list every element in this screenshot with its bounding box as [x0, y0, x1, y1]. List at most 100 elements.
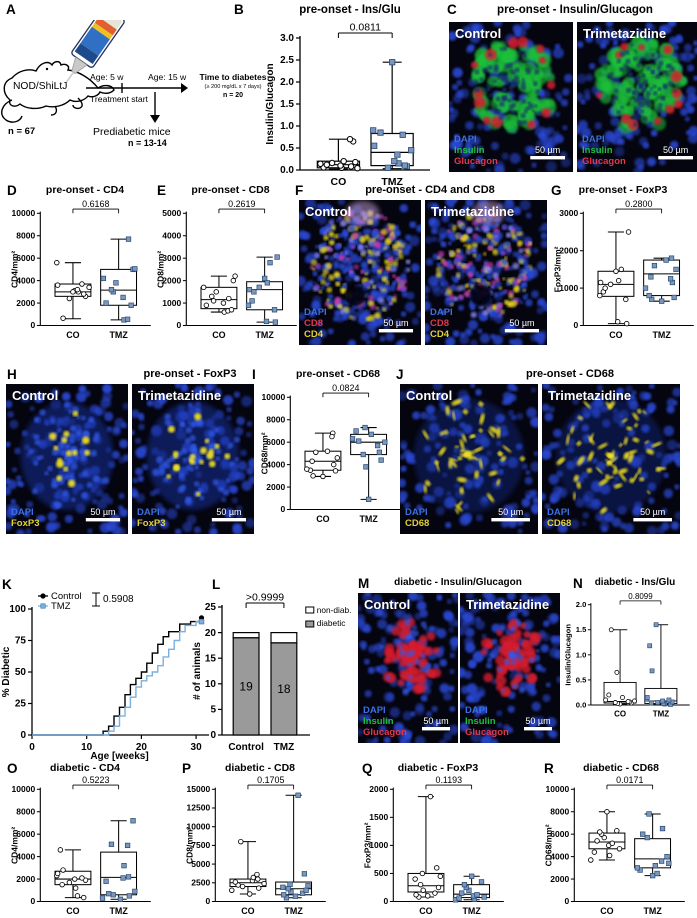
- svg-text:0.5: 0.5: [280, 143, 294, 154]
- svg-text:0: 0: [564, 896, 569, 906]
- svg-text:8000: 8000: [266, 414, 285, 424]
- svg-text:CD4/mm²: CD4/mm²: [9, 827, 19, 864]
- svg-text:Age: 5 w: Age: 5 w: [90, 72, 124, 82]
- svg-text:10000: 10000: [546, 784, 570, 794]
- svg-text:Age: 15 w: Age: 15 w: [148, 72, 187, 82]
- svg-text:TMZ: TMZ: [652, 330, 671, 340]
- svg-text:0: 0: [29, 742, 35, 753]
- svg-text:Insulin: Insulin: [465, 716, 496, 727]
- svg-text:50 µm: 50 µm: [423, 716, 448, 726]
- svg-text:DAPI: DAPI: [582, 134, 605, 145]
- svg-text:Control: Control: [406, 388, 452, 403]
- svg-text:10000: 10000: [12, 784, 36, 794]
- svg-text:5: 5: [210, 705, 216, 716]
- svg-text:0: 0: [30, 896, 35, 906]
- svg-text:0.0171: 0.0171: [616, 775, 643, 785]
- svg-text:0.8099: 0.8099: [628, 592, 653, 601]
- svg-text:8000: 8000: [550, 806, 569, 816]
- svg-text:0.0: 0.0: [576, 700, 587, 709]
- svg-text:18: 18: [277, 682, 291, 696]
- svg-text:DAPI: DAPI: [430, 307, 453, 318]
- svg-text:2000: 2000: [16, 874, 35, 884]
- svg-text:TMZ: TMZ: [274, 742, 295, 753]
- svg-text:DAPI: DAPI: [363, 705, 386, 716]
- svg-text:DAPI: DAPI: [11, 507, 34, 518]
- svg-text:TMZ: TMZ: [109, 906, 128, 916]
- svg-text:n = 13-14: n = 13-14: [128, 138, 167, 148]
- svg-text:TMZ: TMZ: [109, 330, 128, 340]
- svg-text:DAPI: DAPI: [547, 507, 570, 518]
- svg-text:0.1705: 0.1705: [257, 775, 284, 785]
- svg-text:Glucagon: Glucagon: [454, 156, 498, 167]
- svg-text:Insulin/Glucagon: Insulin/Glucagon: [265, 63, 276, 144]
- svg-text:CD68: CD68: [547, 518, 571, 529]
- svg-text:50 µm: 50 µm: [525, 716, 550, 726]
- svg-text:8000: 8000: [16, 230, 35, 240]
- svg-text:CO: CO: [66, 906, 79, 916]
- svg-text:10000: 10000: [262, 392, 286, 402]
- svg-text:CO: CO: [614, 709, 626, 718]
- svg-text:CD8: CD8: [430, 318, 449, 329]
- svg-text:100: 100: [9, 604, 26, 615]
- svg-text:0: 0: [30, 320, 35, 330]
- svg-text:50 µm: 50 µm: [640, 507, 665, 517]
- svg-text:TMZ: TMZ: [255, 330, 274, 340]
- svg-text:diabetic: diabetic: [317, 618, 346, 628]
- svg-text:10: 10: [205, 679, 217, 690]
- svg-text:Control: Control: [12, 388, 58, 403]
- svg-text:Trimetazidine: Trimetazidine: [466, 597, 549, 612]
- svg-text:0.5908: 0.5908: [103, 594, 134, 605]
- svg-text:Trimetazidine: Trimetazidine: [431, 204, 514, 219]
- svg-text:500: 500: [374, 868, 388, 878]
- svg-text:Insulin: Insulin: [582, 145, 613, 156]
- svg-text:CD4: CD4: [304, 329, 324, 340]
- svg-text:1000: 1000: [162, 298, 181, 308]
- svg-text:DAPI: DAPI: [137, 507, 160, 518]
- svg-text:0.2619: 0.2619: [228, 199, 255, 209]
- svg-text:FoxP3: FoxP3: [137, 518, 166, 529]
- svg-text:Treatment start: Treatment start: [90, 94, 149, 104]
- svg-text:50 µm: 50 µm: [383, 318, 408, 328]
- svg-text:4000: 4000: [162, 230, 181, 240]
- svg-text:50 µm: 50 µm: [663, 145, 688, 155]
- svg-text:0.6168: 0.6168: [82, 199, 109, 209]
- svg-text:20: 20: [205, 628, 217, 639]
- svg-text:# of animals: # of animals: [192, 642, 203, 700]
- svg-text:Age [weeks]: Age [weeks]: [90, 751, 148, 761]
- svg-text:0.5: 0.5: [576, 675, 587, 684]
- svg-text:CD8: CD8: [304, 318, 323, 329]
- svg-text:DAPI: DAPI: [454, 134, 477, 145]
- svg-text:8000: 8000: [16, 806, 35, 816]
- svg-text:0.0811: 0.0811: [350, 22, 381, 34]
- svg-text:12500: 12500: [187, 803, 211, 813]
- svg-text:0: 0: [573, 320, 578, 330]
- svg-text:FoxP3/mm²: FoxP3/mm²: [362, 822, 372, 868]
- svg-text:3000: 3000: [559, 208, 578, 218]
- svg-text:0.0: 0.0: [280, 165, 294, 176]
- svg-text:1.0: 1.0: [280, 121, 294, 132]
- svg-text:TMZ: TMZ: [51, 601, 71, 612]
- svg-text:CO: CO: [600, 906, 613, 916]
- svg-text:TMZ: TMZ: [359, 514, 378, 524]
- svg-text:CO: CO: [66, 330, 79, 340]
- svg-text:75: 75: [15, 636, 27, 647]
- svg-text:CD68: CD68: [405, 518, 429, 529]
- svg-text:25: 25: [205, 602, 217, 613]
- svg-text:0: 0: [176, 320, 181, 330]
- svg-text:10000: 10000: [12, 208, 36, 218]
- svg-text:DAPI: DAPI: [405, 507, 428, 518]
- svg-text:2.0: 2.0: [576, 600, 587, 609]
- svg-text:Control: Control: [455, 26, 501, 41]
- svg-text:3.0: 3.0: [280, 33, 294, 44]
- svg-text:CD68/mm²: CD68/mm²: [543, 824, 553, 866]
- svg-text:CO: CO: [609, 330, 622, 340]
- svg-text:Prediabetic mice: Prediabetic mice: [93, 126, 171, 138]
- svg-text:0.2800: 0.2800: [625, 199, 652, 209]
- svg-text:DAPI: DAPI: [304, 307, 327, 318]
- svg-text:TMZ: TMZ: [653, 709, 670, 718]
- svg-text:0: 0: [210, 730, 216, 741]
- svg-text:0: 0: [280, 504, 285, 514]
- svg-text:0.5223: 0.5223: [82, 775, 109, 785]
- svg-text:FoxP3/mm²: FoxP3/mm²: [552, 246, 562, 292]
- svg-text:2000: 2000: [369, 784, 388, 794]
